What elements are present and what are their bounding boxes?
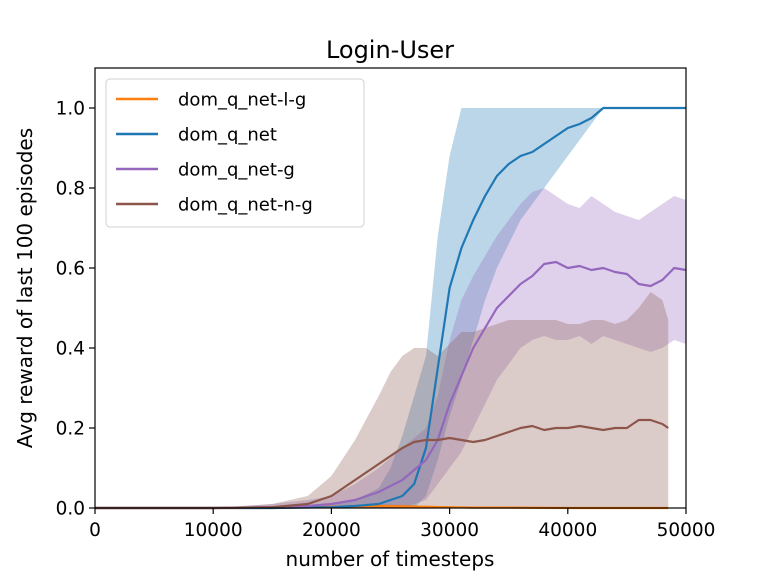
y-tick-label: 0.8 <box>56 179 85 200</box>
legend-label: dom_q_net-g <box>178 160 295 181</box>
x-tick-label: 50000 <box>657 520 716 541</box>
y-tick-label: 0.0 <box>56 499 85 520</box>
series-line-dom_q_net-g <box>95 260 687 510</box>
y-tick-label: 0.2 <box>56 419 85 440</box>
y-tick-label: 0.4 <box>56 339 85 360</box>
x-tick-label: 0 <box>89 520 101 541</box>
legend-label: dom_q_net-n-g <box>178 195 313 216</box>
y-axis-title: Avg reward of last 100 episodes <box>13 128 37 448</box>
x-axis-ticks: 0 10000 20000 30000 40000 50000 <box>89 508 715 541</box>
legend-box <box>105 78 365 228</box>
x-axis-title: number of timesteps <box>286 547 495 571</box>
legend-label: dom_q_net <box>178 125 277 146</box>
x-tick-label: 40000 <box>538 520 597 541</box>
confidence-band-dom_q_net-g <box>95 188 686 508</box>
x-tick-label: 20000 <box>302 520 361 541</box>
plot-frame <box>94 67 687 509</box>
x-tick-label: 30000 <box>420 520 479 541</box>
y-tick-label: 1.0 <box>56 99 85 120</box>
y-axis-ticks: 0.0 0.2 0.4 0.6 0.8 1.0 <box>56 99 95 520</box>
series-line-dom_q_net-n-g <box>95 418 669 510</box>
x-tick-label: 10000 <box>184 520 243 541</box>
legend-label: dom_q_net-l-g <box>178 90 306 111</box>
y-tick-label: 0.6 <box>56 259 85 280</box>
confidence-band-dom_q_net-n-g <box>95 292 669 508</box>
series-line-dom_q_net <box>95 106 686 510</box>
legend: dom_q_net-l-g dom_q_net dom_q_net-g dom_q_n… <box>105 78 365 228</box>
chart-title: Login-User <box>326 36 454 64</box>
